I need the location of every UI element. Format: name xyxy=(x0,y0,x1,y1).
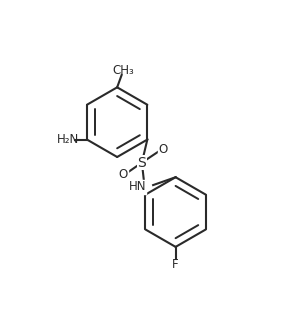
Text: H₂N: H₂N xyxy=(57,133,79,146)
Text: S: S xyxy=(137,156,146,170)
Text: F: F xyxy=(172,258,179,271)
Text: O: O xyxy=(119,168,128,182)
Text: CH₃: CH₃ xyxy=(113,63,134,77)
Text: O: O xyxy=(158,143,167,156)
Text: HN: HN xyxy=(129,180,146,194)
